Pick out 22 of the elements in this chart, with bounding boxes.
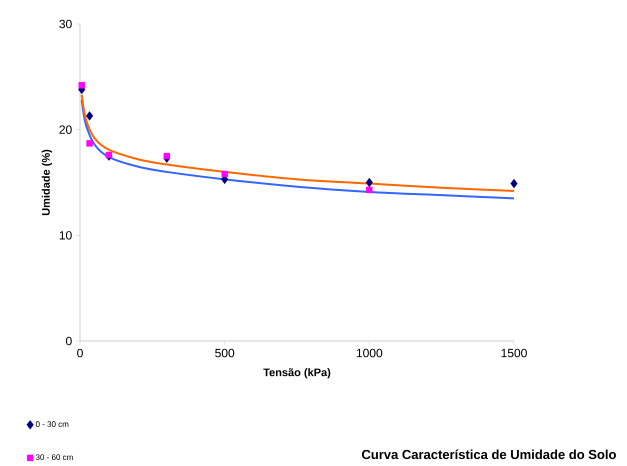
point — [86, 140, 93, 147]
y-tick-label: 30 — [59, 20, 72, 28]
point — [510, 178, 518, 188]
x-tick-label: 500 — [215, 348, 234, 358]
point — [221, 170, 228, 178]
point — [366, 178, 373, 188]
y-tick-label: 0 — [66, 336, 72, 346]
y-tick-label: 10 — [60, 231, 72, 240]
y-axis-title: Umidade (%) — [42, 150, 52, 216]
y-tick-label: 20 — [59, 125, 72, 134]
x-tick-label: 0 — [77, 348, 83, 358]
point — [106, 152, 112, 158]
legend-label: 0 - 30 cm — [36, 421, 68, 427]
point — [164, 152, 170, 160]
point — [78, 82, 85, 88]
x-axis-title: Tensão (kPa) — [263, 368, 330, 378]
point — [366, 186, 373, 194]
legend-label: 30 - 60 cm — [36, 454, 73, 460]
x-tick-label: 1500 — [502, 348, 527, 358]
text: Curva Característica de Umidade do Solo — [362, 449, 616, 460]
point — [86, 111, 94, 121]
x-tick-label: 1000 — [356, 348, 382, 358]
